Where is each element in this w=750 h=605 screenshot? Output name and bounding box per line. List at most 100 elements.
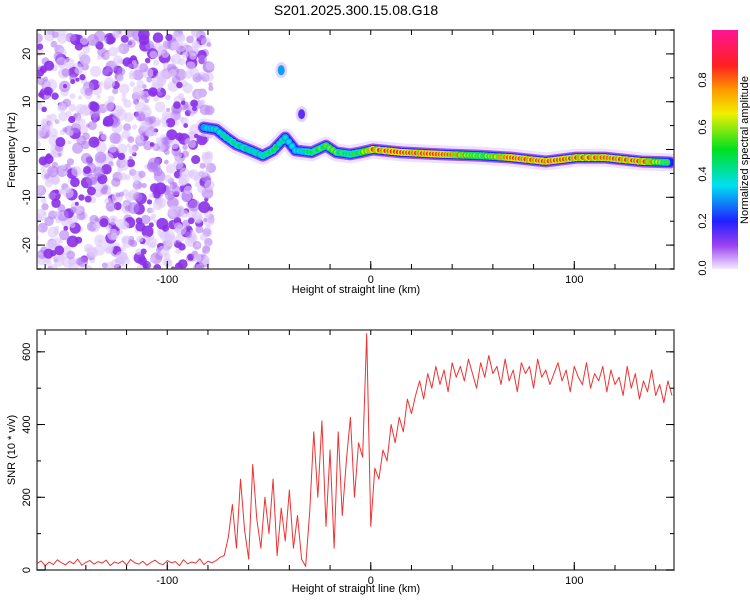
noise-blob: [135, 101, 147, 113]
noise-blob: [103, 77, 116, 89]
noise-blob: [74, 42, 83, 51]
noise-blob: [104, 51, 111, 58]
noise-blob: [180, 100, 186, 106]
noise-blob: [203, 215, 215, 227]
colorbar-ticks: 0.0 0.2 0.4 0.6 0.8: [697, 72, 709, 275]
y-tick-label: -20: [21, 237, 33, 253]
noise-blob: [99, 218, 109, 228]
noise-blob: [166, 129, 178, 141]
noise-blob: [49, 113, 57, 122]
ridge-core: [283, 135, 288, 140]
noise-blob: [116, 74, 125, 82]
noise-blob: [54, 189, 59, 195]
noise-blob: [94, 151, 107, 163]
noise-blob: [88, 136, 100, 148]
noise-blob: [200, 71, 206, 77]
noise-blob: [129, 81, 135, 87]
y-tick-label: 10: [21, 96, 33, 108]
colorbar-tick-label: 0.6: [697, 119, 709, 134]
feature-core: [298, 109, 306, 120]
noise-blob: [204, 162, 210, 169]
noise-blob: [133, 63, 140, 71]
noise-blob: [204, 179, 215, 191]
noise-blob: [195, 90, 204, 99]
noise-blob: [167, 205, 180, 218]
noise-blob: [54, 245, 65, 256]
noise-blob: [108, 46, 118, 57]
noise-blob: [115, 192, 121, 198]
noise-blob: [138, 90, 145, 96]
noise-blob: [45, 260, 52, 267]
noise-blob: [120, 245, 126, 252]
noise-blob: [164, 94, 171, 101]
noise-blob: [92, 118, 98, 124]
noise-blob: [204, 105, 215, 116]
noise-blob: [195, 242, 201, 248]
noise-blob: [62, 84, 68, 89]
noise-blob: [170, 40, 181, 51]
noise-blob: [130, 168, 136, 173]
noise-blob: [110, 259, 121, 269]
noise-blob: [75, 236, 83, 244]
noise-blob: [192, 263, 204, 269]
noise-blob: [117, 111, 122, 117]
noise-blob: [194, 175, 200, 181]
noise-blob: [118, 83, 130, 95]
noise-blob: [80, 140, 90, 150]
noise-blob: [90, 65, 102, 77]
x-tick-label: 100: [565, 274, 583, 286]
noise-blob: [180, 190, 192, 202]
noise-blob: [149, 207, 155, 214]
noise-blob: [162, 257, 172, 267]
noise-blob: [146, 199, 153, 205]
noise-blob: [50, 40, 58, 48]
noise-blob: [148, 193, 155, 199]
noise-blob: [40, 197, 47, 204]
noise-blob: [115, 251, 128, 263]
noise-blob: [58, 229, 70, 241]
snr-xlabel: Height of straight line (km): [292, 583, 420, 595]
noise-blob: [201, 151, 210, 160]
noise-blob: [148, 115, 156, 124]
noise-blob: [108, 161, 114, 167]
noise-blob: [79, 54, 91, 66]
noise-blob: [135, 221, 146, 232]
noise-blob: [205, 224, 211, 231]
noise-blob: [170, 57, 176, 63]
noise-blob: [162, 121, 168, 128]
noise-blob: [193, 214, 203, 224]
noise-blob: [69, 74, 77, 82]
noise-blob: [208, 82, 213, 87]
noise-blob: [136, 80, 145, 88]
noise-blob: [190, 112, 195, 117]
noise-blob: [55, 57, 67, 68]
noise-blob: [163, 136, 170, 143]
noise-blob: [37, 209, 47, 221]
noise-blob: [132, 69, 144, 81]
noise-blob: [37, 225, 42, 233]
noise-blob: [139, 120, 151, 132]
snr-ylabel: SNR (10 * v/v): [6, 415, 18, 485]
x-tick-label: 0: [368, 274, 374, 286]
noise-blob: [103, 100, 115, 112]
noise-blob: [57, 188, 64, 195]
noise-blob: [79, 36, 89, 46]
spectrogram-heatmap: [37, 30, 674, 269]
feature-core: [277, 65, 285, 76]
noise-blob: [120, 162, 129, 171]
noise-blob: [57, 209, 69, 222]
noise-blob: [166, 107, 171, 112]
noise-blob: [84, 265, 93, 269]
noise-blob: [148, 87, 158, 97]
noise-blob: [82, 46, 91, 54]
noise-blob: [153, 144, 158, 150]
noise-blob: [42, 119, 54, 131]
noise-blob: [82, 132, 90, 140]
noise-blob: [199, 233, 207, 241]
noise-blob: [193, 133, 199, 139]
noise-blob: [164, 174, 172, 183]
noise-blob: [123, 112, 134, 123]
noise-blob: [138, 30, 150, 41]
noise-blob: [156, 217, 169, 230]
